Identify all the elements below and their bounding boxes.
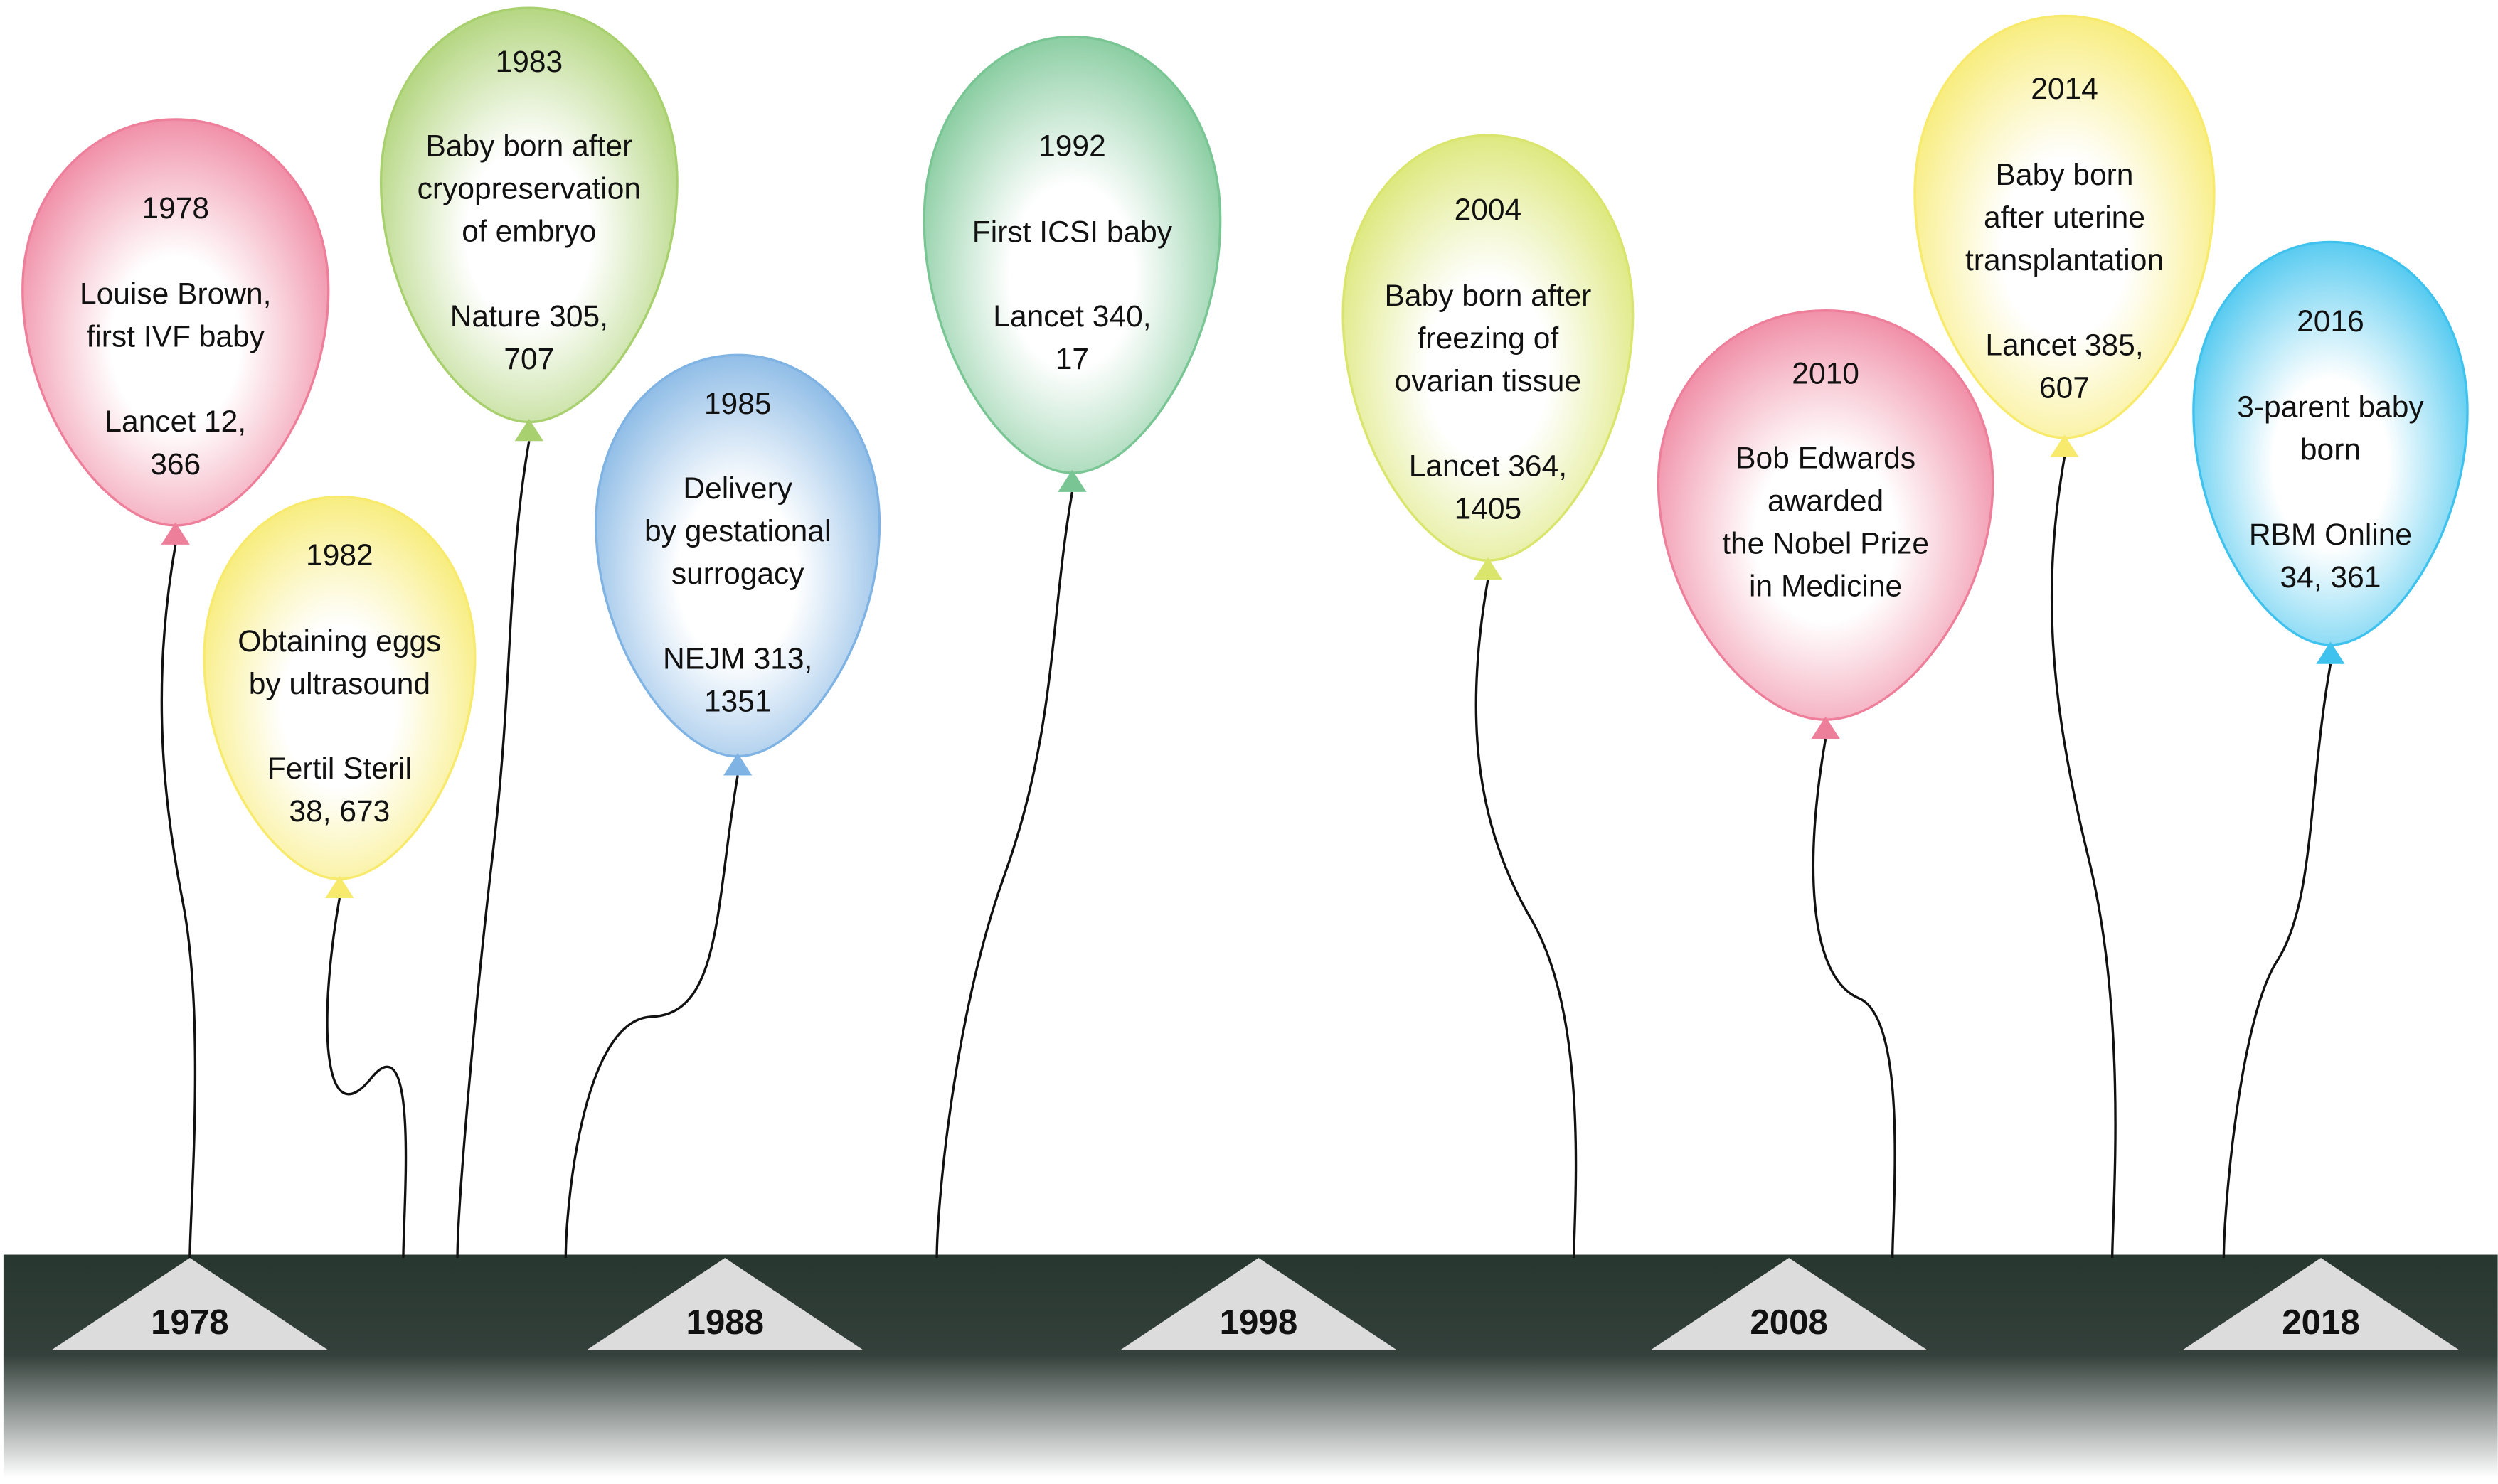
balloon-string	[1812, 738, 1896, 1259]
balloon-text: the Nobel Prize	[1722, 526, 1929, 560]
axis-marker	[1650, 1258, 1928, 1350]
balloon-string	[2050, 457, 2117, 1259]
balloon-string	[326, 897, 408, 1259]
balloon-knot	[1473, 557, 1503, 580]
balloon-citation: 38, 673	[289, 794, 390, 828]
balloon-year: 2004	[1455, 193, 1522, 227]
axis-label: 1988	[686, 1303, 764, 1342]
balloon-year: 2010	[1792, 357, 1859, 391]
axis-marker	[51, 1258, 329, 1350]
axis-marker	[586, 1258, 864, 1350]
balloon-text: surrogacy	[671, 557, 804, 591]
balloon-string	[456, 440, 531, 1259]
axis-label: 2018	[2282, 1303, 2360, 1342]
balloon-knot	[1058, 469, 1087, 492]
balloon: 2016 3-parent baby born RBM Online 34, 361	[2192, 240, 2469, 1259]
balloon: 2014 Baby born after uterine transplantatio…	[1913, 14, 2216, 1259]
balloon-text: by ultrasound	[249, 667, 430, 701]
balloon-citation: NEJM 313,	[663, 642, 812, 676]
balloon-text: Baby born after	[1384, 279, 1591, 313]
balloon-text: awarded	[1768, 484, 1883, 518]
balloon-knot	[723, 753, 753, 776]
balloon-citation: Fertil Steril	[267, 752, 412, 786]
balloon-text: born	[2300, 433, 2361, 467]
balloon: 2010 Bob Edwards awarded the Nobel Prize in …	[1657, 309, 1994, 1259]
balloon-citation: 366	[150, 447, 201, 481]
balloon-text: Baby born	[1996, 158, 2134, 192]
balloon: 1978 Louise Brown, first IVF baby Lancet 12…	[21, 118, 330, 1259]
balloon-body	[923, 35, 1222, 474]
balloon-text: ovarian tissue	[1395, 364, 1581, 398]
axis-label: 1998	[1220, 1303, 1298, 1342]
balloon: 1992 First ICSI baby Lancet 340, 17	[923, 35, 1222, 1259]
balloon-year: 2016	[2297, 304, 2364, 338]
balloon: 2004 Baby born after freezing of ovarian ti…	[1341, 134, 1635, 1259]
balloon-citation: 1351	[704, 685, 772, 719]
balloon-string	[160, 544, 197, 1259]
balloon-citation: Lancet 385,	[1985, 328, 2143, 362]
balloon-string	[935, 491, 1074, 1259]
balloon-text: freezing of	[1418, 321, 1559, 356]
balloon-citation: RBM Online	[2249, 518, 2412, 552]
balloon-citation: Lancet 340,	[993, 299, 1151, 333]
balloon-citation: 607	[2039, 370, 2090, 405]
balloon-text: after uterine	[1984, 201, 2145, 235]
balloon-knot	[325, 875, 354, 898]
balloon-knot	[1811, 716, 1840, 740]
balloon-year: 1982	[306, 538, 373, 572]
balloon-text: Louise Brown,	[80, 277, 272, 311]
axis-label: 1978	[151, 1303, 229, 1342]
balloon-year: 1992	[1038, 129, 1106, 163]
balloon-citation: Nature 305,	[450, 299, 608, 333]
balloon-year: 2014	[2031, 72, 2098, 106]
balloon-text: of embryo	[462, 215, 596, 249]
balloon-string	[2222, 663, 2332, 1259]
balloon-text: Baby born after	[425, 129, 632, 163]
axis-label: 2008	[1750, 1303, 1828, 1342]
balloon-citation: Lancet 12,	[105, 405, 246, 439]
balloon: 1983 Baby born after cryopreservation of em…	[379, 6, 679, 1259]
balloon-text: Obtaining eggs	[238, 624, 441, 658]
balloon-text: in Medicine	[1749, 569, 1902, 603]
balloon-text: 3-parent baby	[2237, 390, 2424, 425]
balloon-text: Bob Edwards	[1736, 441, 1915, 475]
axis-marker	[1120, 1258, 1398, 1350]
balloon-string	[1474, 579, 1578, 1259]
balloon-citation: 17	[1056, 342, 1089, 376]
balloon: 1982 Obtaining eggs by ultrasound Fertil St…	[203, 495, 477, 1259]
balloon-text: by gestational	[644, 514, 831, 548]
balloon-citation: 34, 361	[2280, 560, 2381, 594]
balloon-knot	[161, 522, 190, 545]
balloon-knot	[2050, 434, 2079, 457]
axis-marker	[2182, 1258, 2460, 1350]
balloon-knot	[514, 418, 544, 442]
balloon-knot	[2316, 641, 2345, 664]
balloon-year: 1983	[496, 45, 563, 79]
balloon-text: First ICSI baby	[972, 215, 1173, 249]
balloon-citation: 1405	[1455, 492, 1522, 526]
balloon-text: Delivery	[683, 471, 792, 506]
balloon-text: cryopreservation	[418, 171, 641, 205]
balloon-text: first IVF baby	[86, 320, 265, 354]
balloon-citation: 707	[504, 342, 554, 376]
balloon-year: 1985	[704, 387, 772, 421]
balloon-string	[564, 775, 739, 1259]
balloon-citation: Lancet 364,	[1409, 449, 1567, 484]
balloon-text: transplantation	[1965, 243, 2164, 277]
balloon-year: 1978	[142, 191, 209, 225]
balloon: 1985 Delivery by gestational surrogacy NEJM …	[564, 353, 881, 1259]
